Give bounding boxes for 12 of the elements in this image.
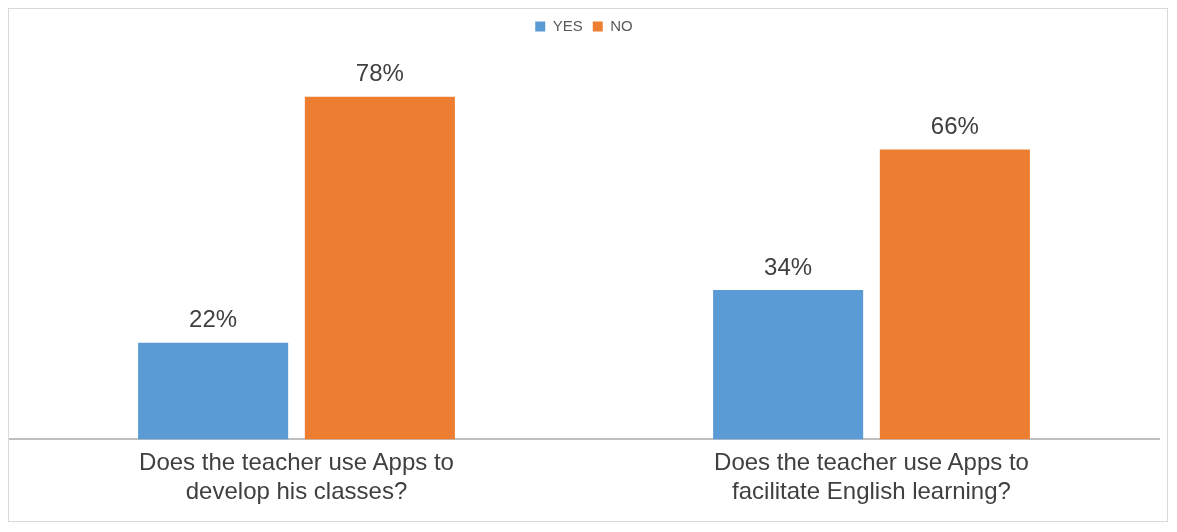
bar	[304, 96, 455, 440]
bar	[879, 149, 1030, 440]
data-label: 22%	[189, 305, 238, 333]
data-label: 66%	[930, 112, 979, 140]
bar	[713, 290, 864, 440]
bar	[138, 342, 289, 440]
data-label: 34%	[764, 252, 813, 280]
legend-label: YES	[552, 16, 583, 34]
x-tick-label: Does the teacher use Apps to develop his classes?	[139, 448, 454, 505]
legend-label: NO	[610, 16, 633, 34]
data-label: 78%	[355, 59, 404, 87]
x-tick-label: Does the teacher use Apps to facilitate English learning?	[714, 448, 1029, 505]
